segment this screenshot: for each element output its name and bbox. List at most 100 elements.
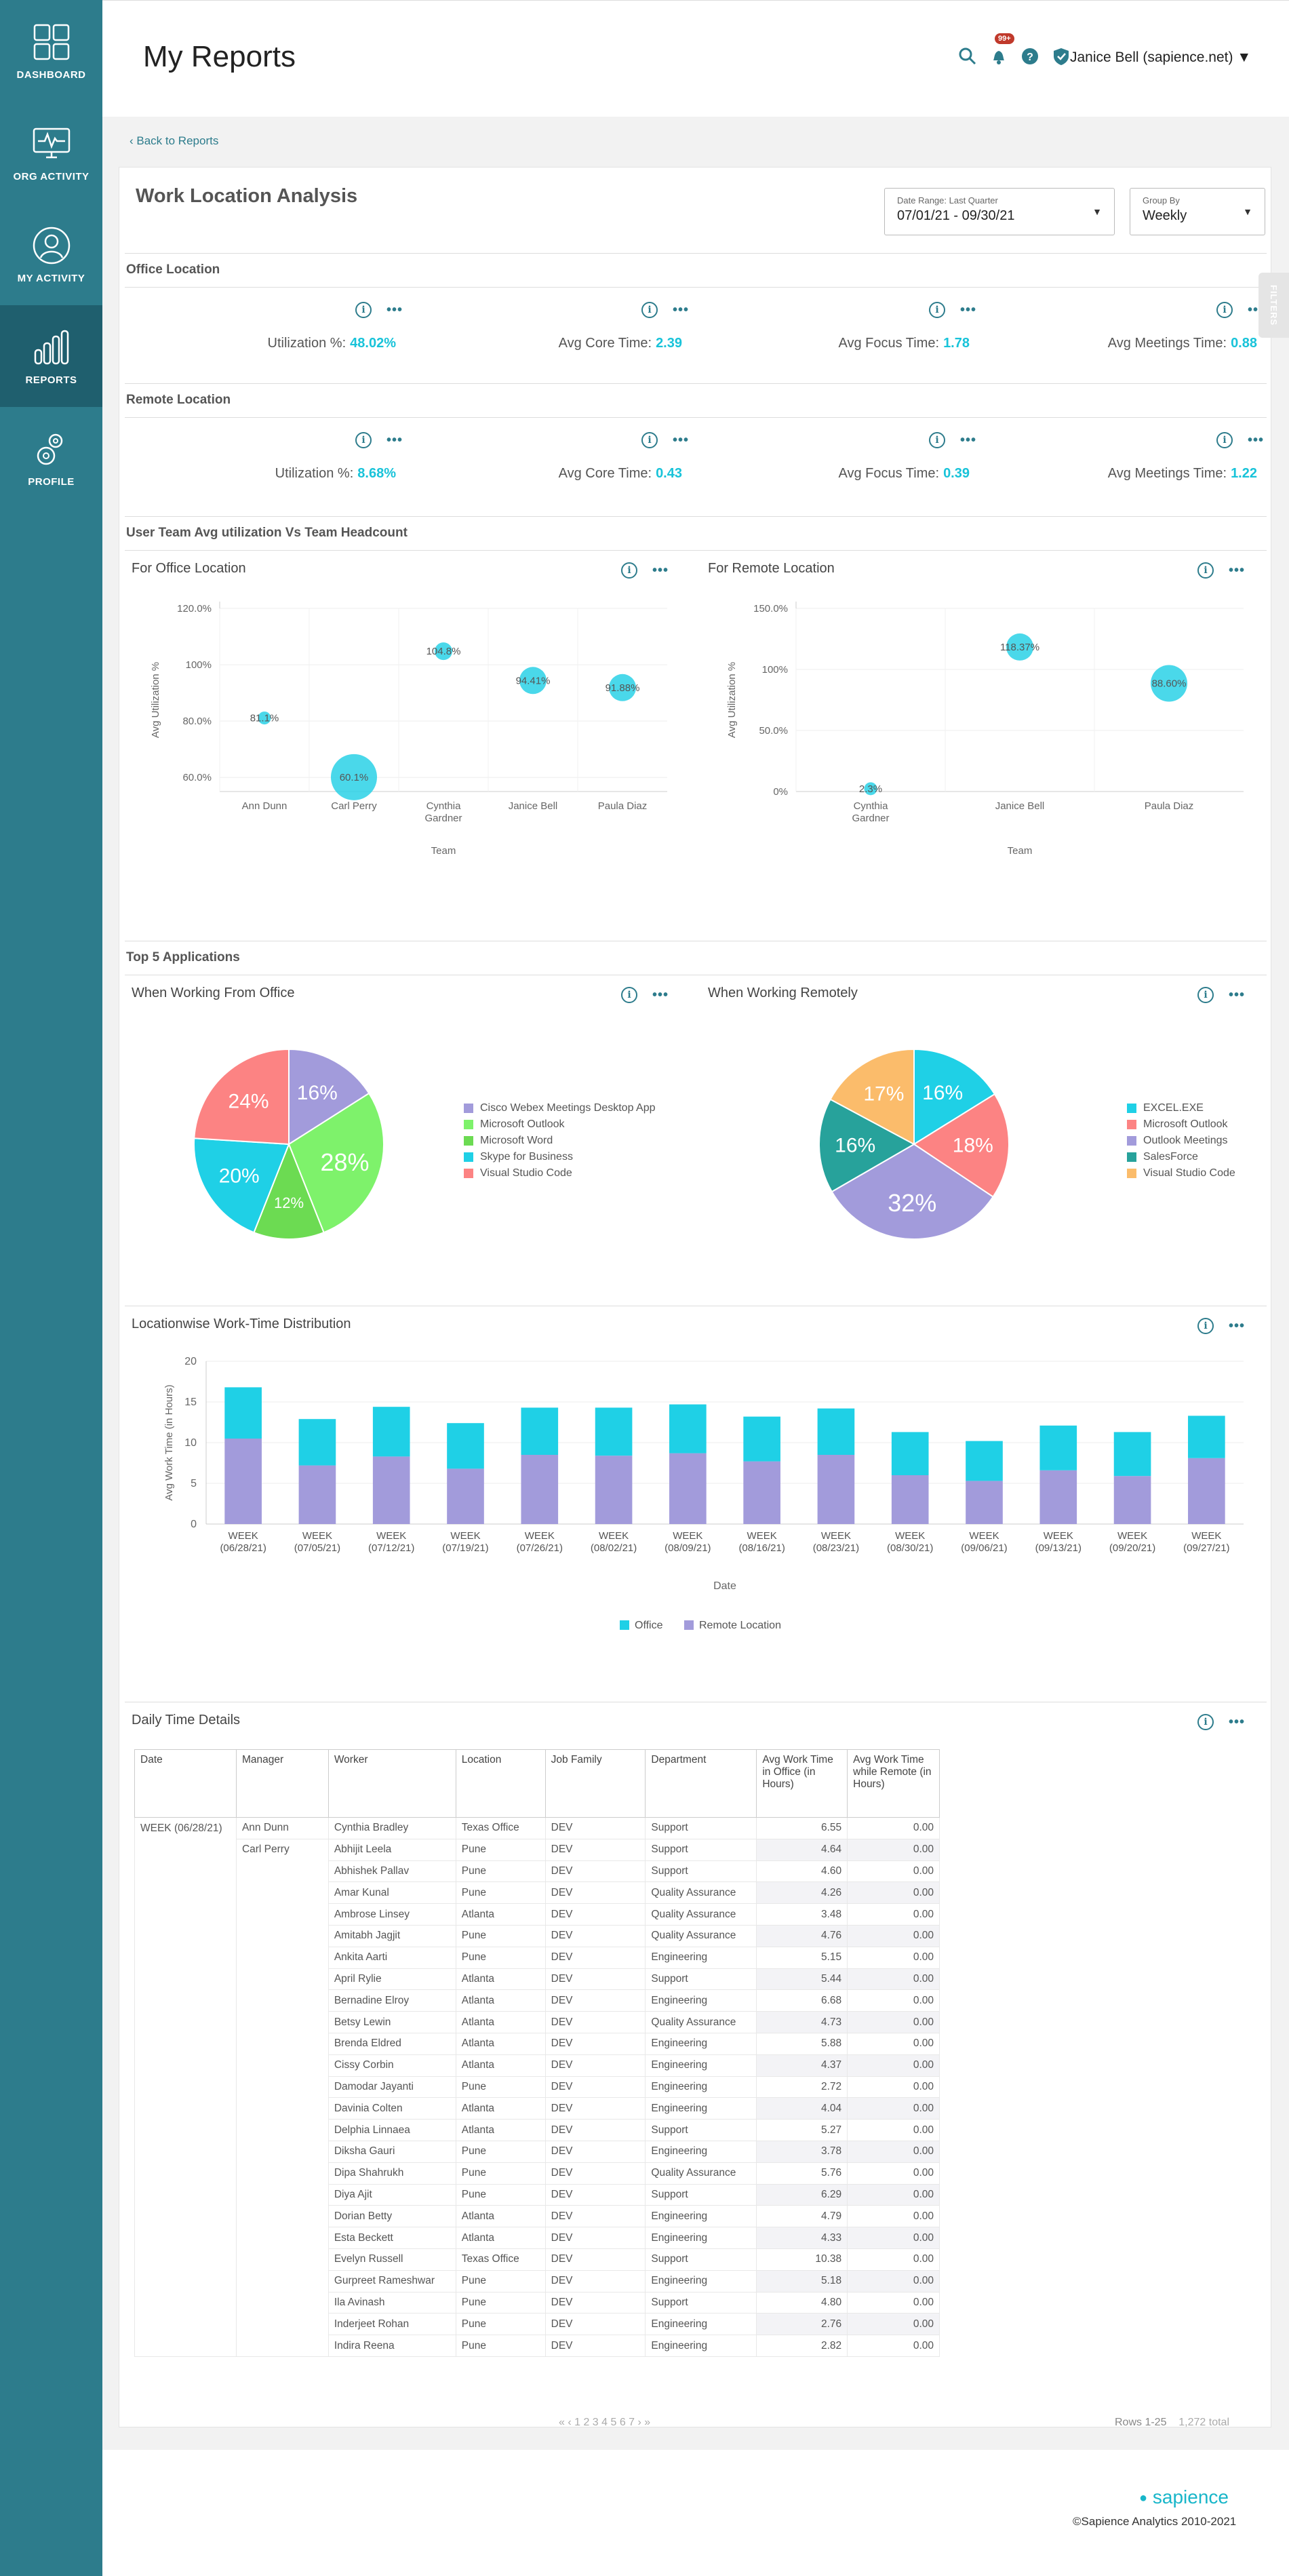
user-menu[interactable]: Janice Bell (sapience.net) ▼ xyxy=(1070,50,1251,66)
cell-job-family: DEV xyxy=(544,2313,646,2336)
more-options-icon[interactable]: ••• xyxy=(672,432,689,448)
info-icon[interactable]: i xyxy=(621,562,637,579)
col-location[interactable]: Location xyxy=(455,1749,546,1818)
more-options-icon[interactable]: ••• xyxy=(1229,987,1246,1002)
x-tick-label: WEEK (06/28/21) xyxy=(220,1530,266,1554)
cell-date xyxy=(134,2184,237,2206)
info-icon[interactable]: i xyxy=(1197,987,1214,1003)
pie-slice xyxy=(253,1142,325,1240)
info-icon[interactable]: i xyxy=(928,302,945,318)
help-icon[interactable]: ? xyxy=(1020,47,1039,66)
bell-icon[interactable]: 99+ xyxy=(989,33,1014,66)
info-icon[interactable]: i xyxy=(641,432,658,448)
cell-job-family: DEV xyxy=(544,2162,646,2185)
legend-item[interactable]: SalesForce xyxy=(1127,1151,1235,1163)
info-icon[interactable]: i xyxy=(1197,1714,1214,1730)
cell-avg-remote: 0.00 xyxy=(847,2205,940,2228)
pagination[interactable]: « ‹ 1 2 3 4 5 6 7 › » xyxy=(559,2417,650,2429)
col-date[interactable]: Date xyxy=(134,1749,237,1818)
sidebar-item-org-activity[interactable]: ORG ACTIVITY xyxy=(0,102,102,203)
cell-avg-remote: 0.00 xyxy=(847,2227,940,2249)
info-icon[interactable]: i xyxy=(1216,302,1233,318)
cell-date xyxy=(134,1860,237,1882)
info-icon[interactable]: i xyxy=(355,432,372,448)
metric-label: Avg Meetings Time: xyxy=(1107,336,1227,351)
cell-avg-office: 5.76 xyxy=(756,2162,848,2185)
legend-item[interactable]: Microsoft Word xyxy=(464,1135,656,1147)
more-options-icon[interactable]: ••• xyxy=(386,302,403,317)
col-worker[interactable]: Worker xyxy=(328,1749,456,1818)
pagination-links[interactable]: « ‹ 1 2 3 4 5 6 7 › » xyxy=(559,2417,651,2428)
divider xyxy=(125,383,1267,384)
bar-segment xyxy=(817,1408,855,1455)
legend-swatch xyxy=(464,1104,473,1113)
more-options-icon[interactable]: ••• xyxy=(652,562,669,578)
sidebar-item-dashboard[interactable]: DASHBOARD xyxy=(0,0,102,102)
date-range-dropdown[interactable]: Date Range: Last Quarter 07/01/21 - 09/3… xyxy=(884,188,1115,235)
col-job-family[interactable]: Job Family xyxy=(544,1749,646,1818)
divider xyxy=(125,550,1267,551)
cell-department: Support xyxy=(645,2183,757,2206)
col-avg-office[interactable]: Avg Work Time in Office (in Hours) xyxy=(756,1749,848,1818)
info-icon[interactable]: i xyxy=(621,987,637,1003)
more-options-icon[interactable]: ••• xyxy=(1229,1318,1246,1333)
info-icon[interactable]: i xyxy=(1197,1318,1214,1334)
bar-chart-icon xyxy=(34,330,68,364)
filters-tab-label: FILTERS xyxy=(1269,284,1279,326)
legend-item[interactable]: Visual Studio Code xyxy=(1127,1167,1235,1179)
more-options-icon[interactable]: ••• xyxy=(1229,562,1246,578)
legend-item[interactable]: Visual Studio Code xyxy=(464,1167,656,1179)
more-options-icon[interactable]: ••• xyxy=(1229,1714,1246,1730)
back-to-reports-link[interactable]: ‹ Back to Reports xyxy=(130,134,218,148)
info-icon[interactable]: i xyxy=(1197,562,1214,579)
x-tick-label: Cynthia Gardner xyxy=(852,800,889,824)
group-by-dropdown[interactable]: Group By Weekly ▼ xyxy=(1130,188,1265,235)
col-department[interactable]: Department xyxy=(645,1749,757,1818)
legend-item[interactable]: Microsoft Outlook xyxy=(1127,1118,1235,1131)
x-tick-label-line: WEEK xyxy=(1117,1530,1147,1542)
legend-swatch xyxy=(464,1169,473,1178)
info-icon[interactable]: i xyxy=(928,432,945,448)
cell-avg-office: 2.76 xyxy=(756,2313,848,2336)
office-meetings-time-metric: i ••• Avg Meetings Time: 0.88 xyxy=(986,288,1271,376)
more-options-icon[interactable]: ••• xyxy=(959,432,976,448)
legend-item[interactable]: Microsoft Outlook xyxy=(464,1118,656,1131)
col-avg-remote[interactable]: Avg Work Time while Remote (in Hours) xyxy=(847,1749,940,1818)
sapience-logo: ● sapience xyxy=(1139,2486,1229,2508)
x-tick-label-line: (08/16/21) xyxy=(738,1542,785,1554)
more-options-icon[interactable]: ••• xyxy=(1247,432,1264,448)
info-icon[interactable]: i xyxy=(355,302,372,318)
table-row: Gurpreet Rameshwar Pune DEV Engineering 5.18… xyxy=(134,2269,940,2292)
more-options-icon[interactable]: ••• xyxy=(386,432,403,448)
search-icon[interactable] xyxy=(958,47,977,66)
legend-item[interactable]: Cisco Webex Meetings Desktop App xyxy=(464,1102,656,1114)
col-manager[interactable]: Manager xyxy=(235,1749,329,1818)
legend-item[interactable]: EXCEL.EXE xyxy=(1127,1102,1235,1114)
x-tick-label-line: (09/13/21) xyxy=(1035,1542,1082,1554)
x-tick-label-line: WEEK xyxy=(673,1530,702,1542)
sidebar-item-my-activity[interactable]: MY ACTIVITY xyxy=(0,203,102,305)
filters-tab[interactable]: FILTERS xyxy=(1258,273,1289,338)
more-options-icon[interactable]: ••• xyxy=(672,302,689,317)
apps-section-heading: Top 5 Applications xyxy=(126,950,240,964)
legend-item[interactable]: Outlook Meetings xyxy=(1127,1135,1235,1147)
cell-avg-office: 4.33 xyxy=(756,2227,848,2249)
more-options-icon[interactable]: ••• xyxy=(652,987,669,1002)
cell-job-family: DEV xyxy=(544,2140,646,2163)
sidebar-item-profile[interactable]: PROFILE xyxy=(0,407,102,509)
shield-icon[interactable] xyxy=(1052,47,1071,66)
info-icon[interactable]: i xyxy=(641,302,658,318)
cell-date xyxy=(134,2141,237,2163)
x-tick-label-line: WEEK xyxy=(747,1530,777,1542)
cell-avg-office: 10.38 xyxy=(756,2248,848,2271)
bar-chart-controls: i ••• xyxy=(1197,1318,1245,1334)
cell-avg-remote: 0.00 xyxy=(847,1817,940,1839)
x-tick-label: WEEK (09/06/21) xyxy=(961,1530,1007,1554)
sidebar-item-reports[interactable]: REPORTS xyxy=(0,305,102,407)
cell-manager xyxy=(235,2292,329,2314)
cell-location: Pune xyxy=(455,2313,546,2336)
info-icon[interactable]: i xyxy=(1216,432,1233,448)
legend-item[interactable]: Skype for Business xyxy=(464,1151,656,1163)
more-options-icon[interactable]: ••• xyxy=(959,302,976,317)
